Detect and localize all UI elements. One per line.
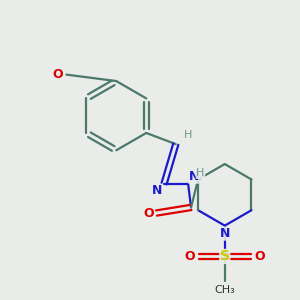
Text: H: H [184, 130, 192, 140]
Text: S: S [220, 249, 230, 263]
Text: N: N [152, 184, 163, 197]
Text: N: N [189, 170, 199, 183]
Text: O: O [254, 250, 265, 263]
Text: CH₃: CH₃ [214, 285, 235, 295]
Text: O: O [143, 206, 154, 220]
Text: N: N [220, 227, 230, 240]
Text: O: O [53, 68, 64, 80]
Text: H: H [196, 168, 205, 178]
Text: O: O [185, 250, 195, 263]
